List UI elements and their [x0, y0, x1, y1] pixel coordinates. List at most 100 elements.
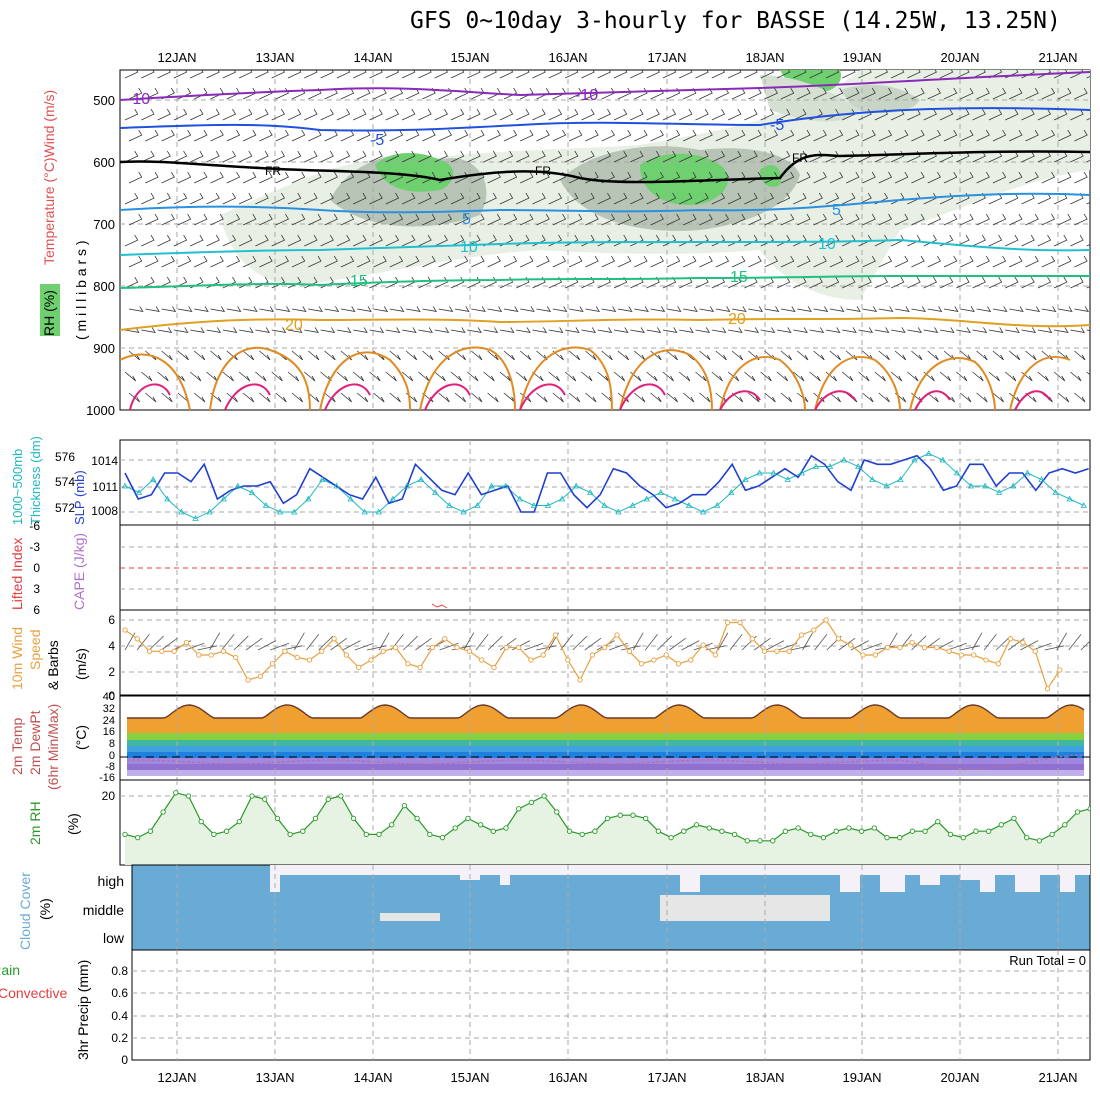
wind-barb	[418, 108, 432, 121]
rh-point	[909, 828, 916, 834]
wind-barb	[793, 70, 807, 79]
ytick: 572	[55, 501, 75, 515]
thickness-point	[812, 463, 820, 469]
rh-point	[122, 831, 128, 838]
wind-barb	[471, 306, 486, 312]
wind-barb	[516, 150, 530, 163]
wind-barb	[438, 129, 452, 142]
wind-barb	[499, 70, 514, 79]
x-tick-label: 12JAN	[157, 1070, 196, 1085]
wind-barb	[402, 327, 417, 333]
wind-barb	[222, 108, 237, 121]
wind-barb	[976, 129, 990, 142]
ytick: 2	[108, 665, 115, 679]
rh-point	[757, 838, 763, 844]
thickness-point	[220, 495, 227, 502]
wind-barb	[894, 129, 909, 142]
wind-barb	[1021, 234, 1035, 247]
wind-barb	[683, 306, 698, 312]
wind-speed-point	[196, 652, 202, 658]
wind-barb	[776, 150, 791, 163]
wind-barb	[992, 392, 1004, 403]
wind-barb	[1009, 306, 1024, 312]
wind-barb	[385, 108, 400, 121]
thickness-point	[1066, 495, 1073, 502]
wind-barb	[939, 371, 952, 382]
cloud-level-low: low	[103, 930, 125, 946]
temp-wind-label: Temperature (°C)Wind (m/s)	[41, 90, 57, 265]
rh-point	[617, 812, 623, 818]
wind-barb	[226, 171, 241, 184]
wind-barb	[829, 213, 844, 226]
wind-barb	[943, 87, 958, 100]
wind-barb	[320, 150, 334, 163]
wind-barb	[259, 255, 273, 268]
thickness-point	[573, 482, 580, 489]
wind-barb	[438, 306, 454, 312]
wind-barb	[287, 150, 302, 163]
wind-barb	[776, 276, 791, 289]
wind-barb	[874, 70, 889, 79]
wind-barb	[699, 255, 713, 268]
wind-barb	[1074, 350, 1086, 361]
wind-barb	[304, 108, 318, 121]
wind-barb	[536, 392, 548, 403]
wind-barb	[1041, 255, 1056, 268]
wind-barb	[336, 276, 351, 289]
contour-label: 20	[285, 317, 303, 334]
wind-barb	[450, 70, 465, 79]
wind-barb	[1070, 371, 1082, 382]
wind-barb	[923, 371, 935, 382]
wind-barb	[1025, 350, 1037, 361]
rh-point	[630, 812, 636, 818]
wind-barb	[585, 213, 599, 226]
wind-barb	[438, 392, 450, 403]
wind-barb	[760, 234, 774, 247]
wind-barb	[287, 70, 302, 79]
wind-barb	[793, 192, 807, 205]
x-tick-label: 17JAN	[647, 1070, 686, 1085]
x-tick-label: 15JAN	[450, 50, 489, 65]
wind-barb	[793, 327, 808, 333]
wind-barb	[308, 306, 323, 312]
wind-barb	[304, 276, 318, 289]
wind-barb	[565, 327, 580, 333]
wind-barb	[320, 108, 334, 121]
wind-barb	[1074, 129, 1088, 142]
wind-barb	[548, 192, 563, 205]
wind-barb	[245, 637, 263, 651]
thickness-point	[883, 482, 890, 489]
wind-barb	[405, 129, 420, 142]
temp-axis: 40 32 24 16 8 0 -8 -16	[99, 691, 115, 784]
wind-barb	[842, 192, 856, 205]
wind-barb	[304, 150, 318, 163]
thickness-point	[135, 489, 143, 495]
rh-point	[338, 793, 344, 799]
wind-barb	[960, 87, 974, 100]
wind-barb	[161, 129, 175, 142]
wind-barb	[679, 150, 693, 163]
wind-barb	[271, 192, 285, 205]
wind-barb	[776, 108, 791, 121]
wind-barb	[960, 306, 975, 312]
wind-barb	[193, 350, 206, 361]
wind-barb	[960, 255, 974, 268]
wind-barb	[499, 150, 514, 163]
wind-barb	[475, 633, 489, 651]
wind-barb	[568, 129, 583, 142]
wind-barb	[911, 635, 927, 651]
wind-barb	[939, 192, 954, 205]
wind-barb	[927, 213, 941, 226]
wind-barb	[450, 108, 465, 121]
wind-barb	[471, 392, 483, 403]
wind-barb	[846, 129, 860, 142]
wind-barb	[238, 234, 253, 247]
wind-barb	[242, 350, 255, 361]
wind-speed-point	[552, 632, 559, 638]
rh-point	[871, 825, 877, 831]
wind-barb	[238, 192, 253, 205]
wind-barb	[911, 306, 926, 312]
wind-barb	[862, 255, 876, 268]
wind-speed-point	[368, 657, 374, 663]
wind-barb	[780, 350, 793, 361]
